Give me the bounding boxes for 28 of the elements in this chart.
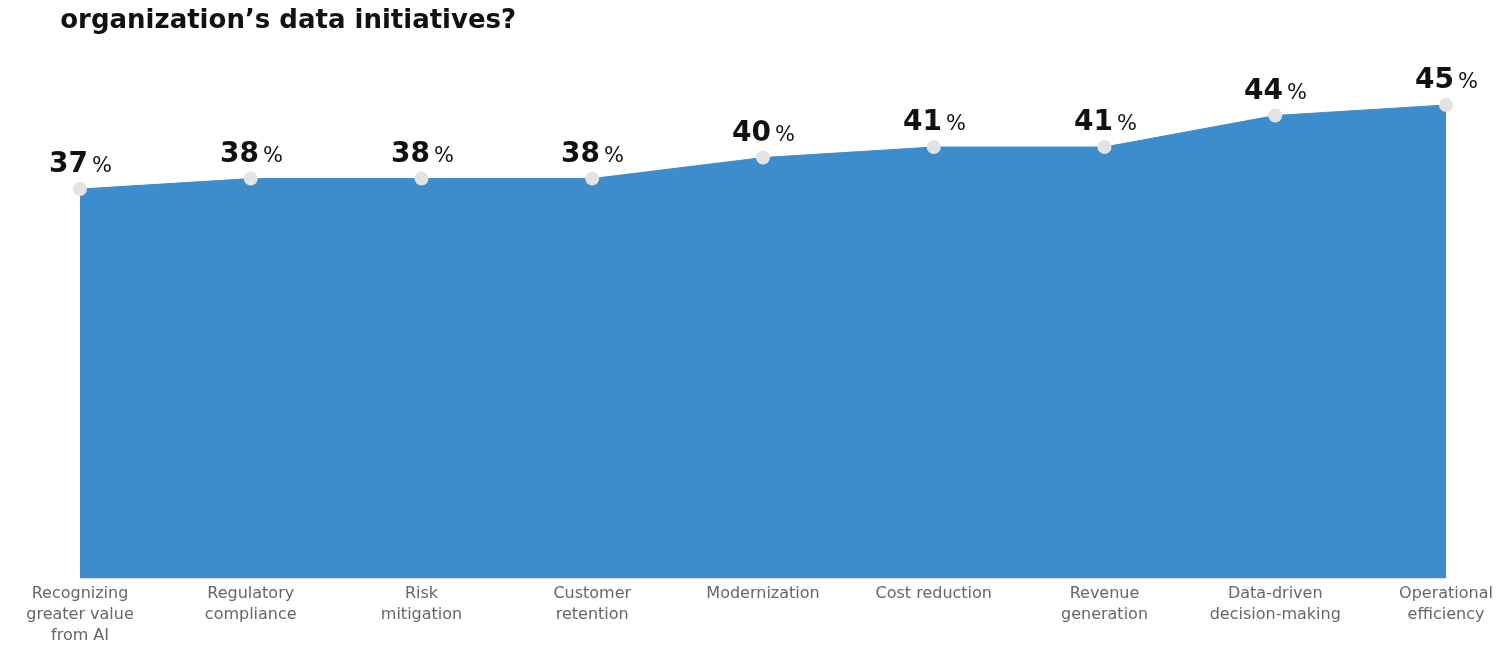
x-tick-label: Risk mitigation bbox=[380, 583, 463, 623]
text: % bbox=[263, 143, 283, 167]
data-label: 40 bbox=[732, 115, 771, 148]
text: % bbox=[775, 122, 795, 146]
data-label: 41 bbox=[903, 104, 942, 137]
text: % bbox=[1117, 111, 1137, 135]
x-tick-label: Cost reduction bbox=[875, 583, 992, 603]
text: % bbox=[946, 111, 966, 135]
x-tick-label: Revenue generation bbox=[1060, 583, 1149, 623]
data-label: 41 bbox=[1074, 104, 1113, 137]
data-label: 45 bbox=[1415, 62, 1454, 95]
x-tick-label: Data-driven decision-making bbox=[1209, 583, 1341, 623]
text: % bbox=[604, 143, 624, 167]
x-tick-label: Modernization bbox=[706, 583, 820, 603]
data-label: 38 bbox=[391, 136, 430, 169]
text: % bbox=[1287, 80, 1307, 104]
chart-title: organization’s data initiatives? bbox=[60, 4, 517, 35]
x-tick-label: Recognizing greater value from AI bbox=[26, 583, 134, 644]
x-tick-label: Operational efficiency bbox=[1399, 583, 1493, 623]
text: % bbox=[434, 143, 454, 167]
text: % bbox=[1458, 69, 1478, 93]
data-label: 37 bbox=[49, 146, 88, 179]
data-label: 44 bbox=[1244, 73, 1283, 106]
x-tick-label: Customer retention bbox=[553, 583, 632, 623]
x-tick-label: Regulatory compliance bbox=[204, 583, 297, 623]
data-label: 38 bbox=[561, 136, 600, 169]
data-label: 38 bbox=[220, 136, 259, 169]
text: % bbox=[92, 153, 112, 177]
